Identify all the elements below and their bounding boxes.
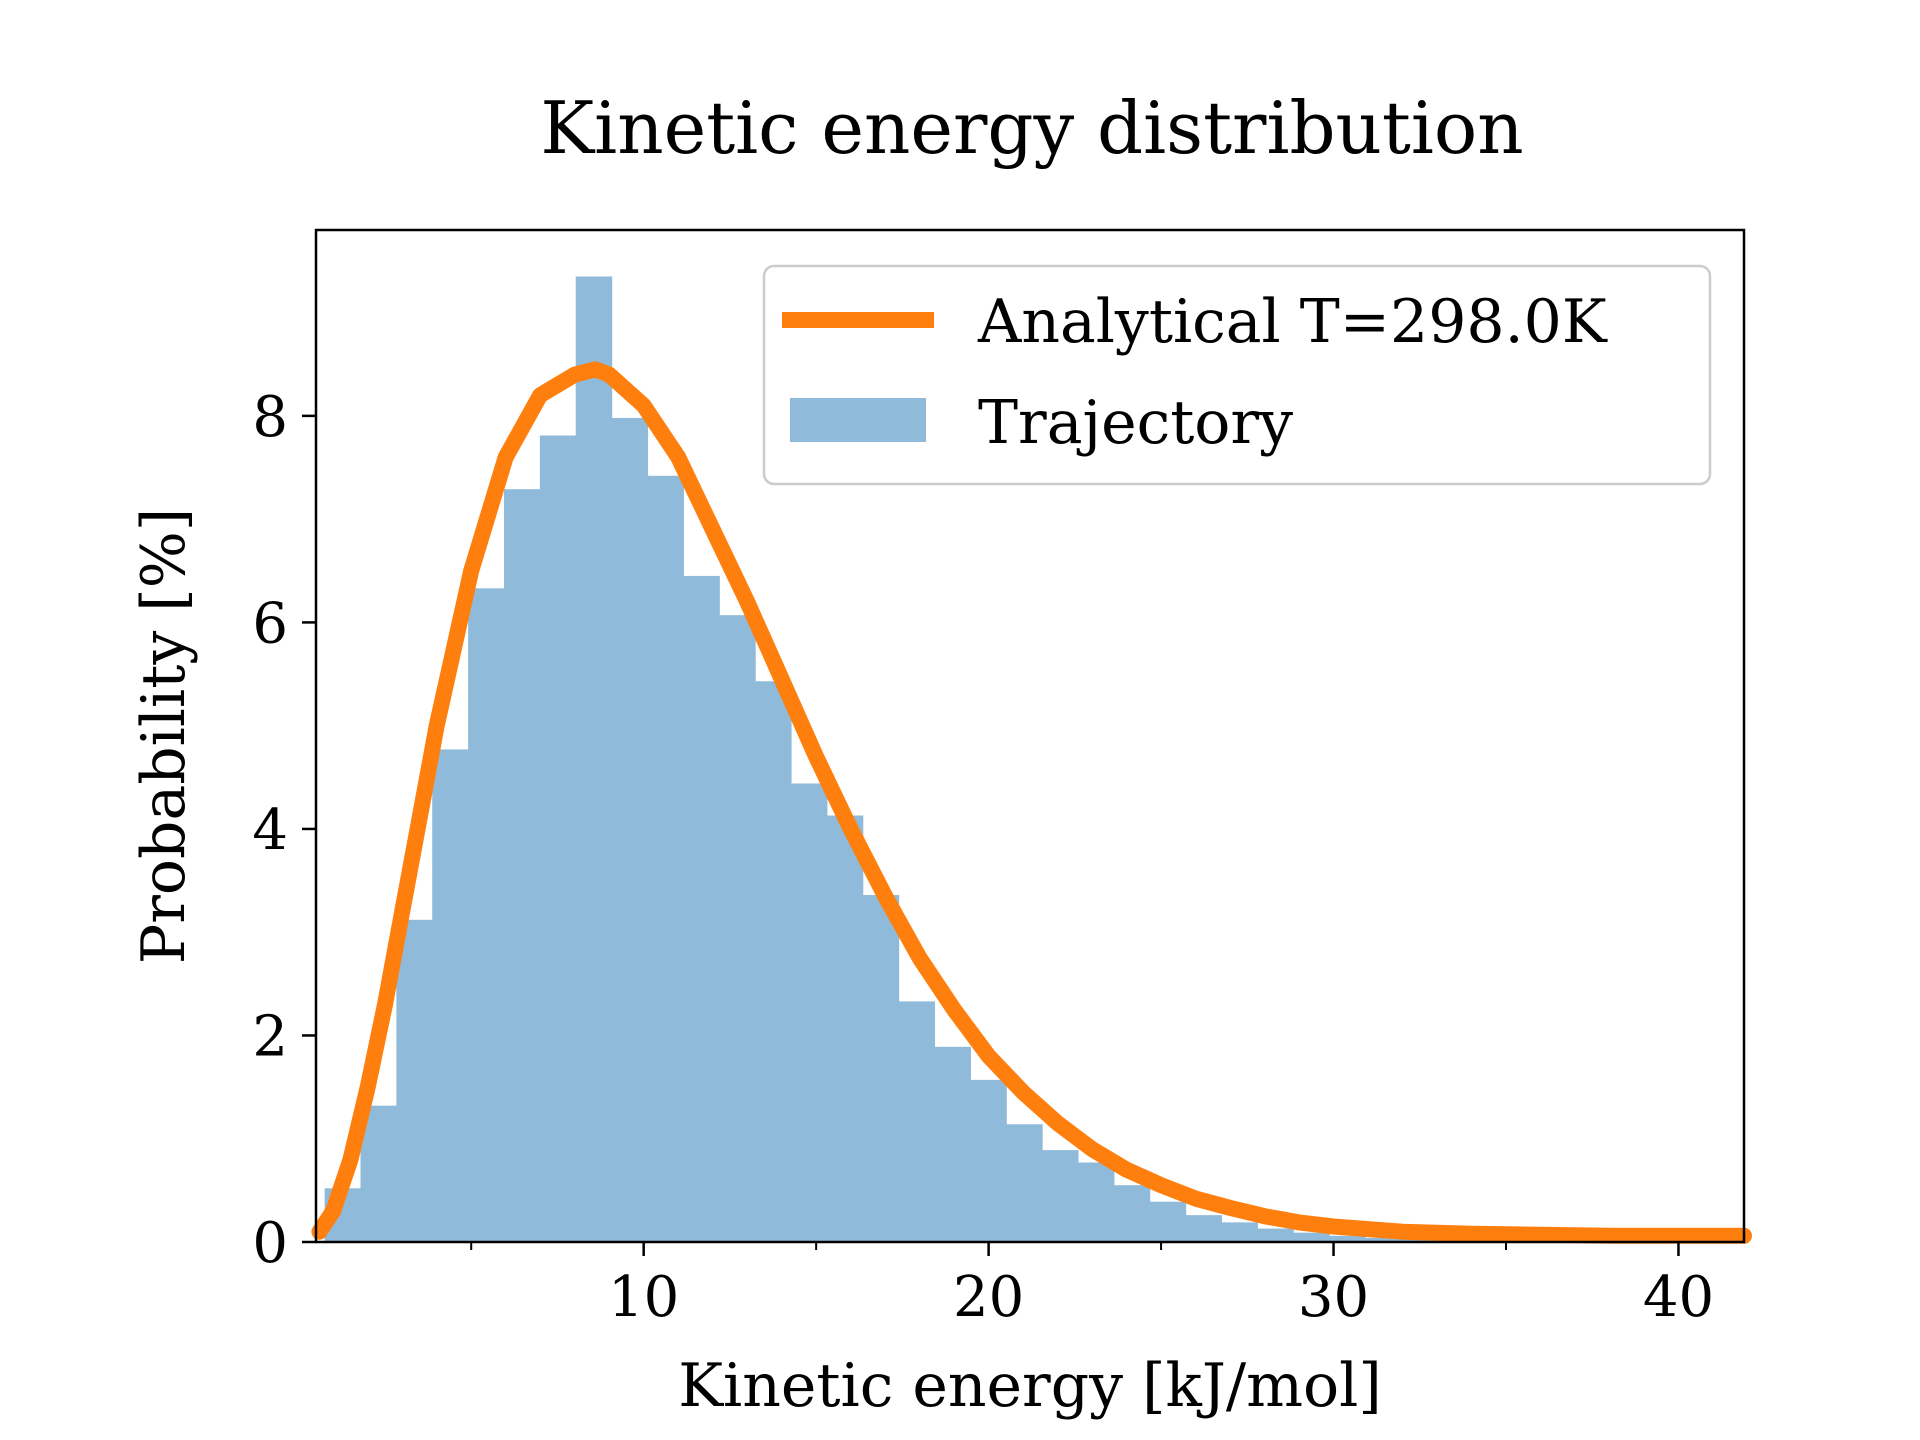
legend-swatch-trajectory bbox=[790, 398, 926, 442]
histogram-bar bbox=[934, 1046, 971, 1242]
histogram-bar bbox=[1257, 1228, 1294, 1242]
histogram-bar bbox=[611, 417, 649, 1242]
y-tick-label: 4 bbox=[252, 798, 288, 863]
y-axis-label: Probability [%] bbox=[129, 508, 199, 964]
y-axis-ticks: 0 2 4 6 8 bbox=[252, 385, 316, 1276]
plot-frame bbox=[314, 228, 1746, 1244]
histogram-bar bbox=[1293, 1232, 1330, 1242]
histogram-bar bbox=[1185, 1215, 1223, 1242]
legend-label-trajectory: Trajectory bbox=[978, 388, 1293, 458]
histogram-bar bbox=[1149, 1201, 1187, 1242]
x-tick-label: 40 bbox=[1643, 1265, 1714, 1330]
histogram-bar bbox=[1400, 1238, 1438, 1242]
x-tick-label: 20 bbox=[953, 1265, 1024, 1330]
y-tick-label: 8 bbox=[252, 385, 288, 450]
histogram-bar bbox=[396, 919, 433, 1242]
x-axis-label: Kinetic energy [kJ/mol] bbox=[678, 1351, 1382, 1421]
histogram-bar bbox=[755, 681, 792, 1242]
analytical-curve-layer bbox=[311, 361, 1752, 1244]
legend: Analytical T=298.0K Trajectory bbox=[762, 264, 1712, 486]
x-tick-label: 30 bbox=[1298, 1265, 1369, 1330]
histogram-bar bbox=[1221, 1222, 1258, 1242]
histogram-bar bbox=[719, 615, 756, 1242]
legend-label-analytical: Analytical T=298.0K bbox=[977, 287, 1608, 357]
histogram-bars bbox=[324, 276, 1689, 1243]
histogram-bar bbox=[1006, 1124, 1043, 1242]
histogram-bar bbox=[360, 1105, 397, 1242]
histogram-bar bbox=[539, 435, 577, 1243]
histogram-bar bbox=[1329, 1235, 1366, 1242]
histogram-bar bbox=[432, 749, 469, 1242]
histogram-bar bbox=[575, 276, 613, 1243]
histogram-bar bbox=[898, 1001, 936, 1242]
histogram-bar bbox=[683, 575, 720, 1242]
histogram-bar bbox=[503, 489, 541, 1242]
y-tick-label: 2 bbox=[252, 1004, 288, 1069]
analytical-curve bbox=[311, 361, 1752, 1244]
legend-box bbox=[762, 264, 1712, 486]
y-tick-label: 6 bbox=[252, 591, 288, 656]
x-axis-ticks: 10 20 30 40 bbox=[470, 1242, 1714, 1330]
histogram-bar bbox=[826, 815, 864, 1242]
x-tick-label: 10 bbox=[608, 1265, 679, 1330]
histogram-bar bbox=[1077, 1162, 1115, 1242]
histogram-bar bbox=[1113, 1185, 1151, 1242]
histogram-bar bbox=[468, 588, 505, 1242]
histogram-bar bbox=[862, 895, 900, 1242]
y-tick-label: 0 bbox=[252, 1211, 288, 1276]
histogram-bar bbox=[970, 1079, 1007, 1242]
histogram-bar bbox=[1042, 1150, 1079, 1242]
chart-title: Kinetic energy distribution bbox=[540, 86, 1523, 170]
histogram-bar bbox=[790, 783, 828, 1242]
histogram-bar bbox=[1364, 1237, 1402, 1242]
histogram-bar bbox=[647, 475, 684, 1242]
